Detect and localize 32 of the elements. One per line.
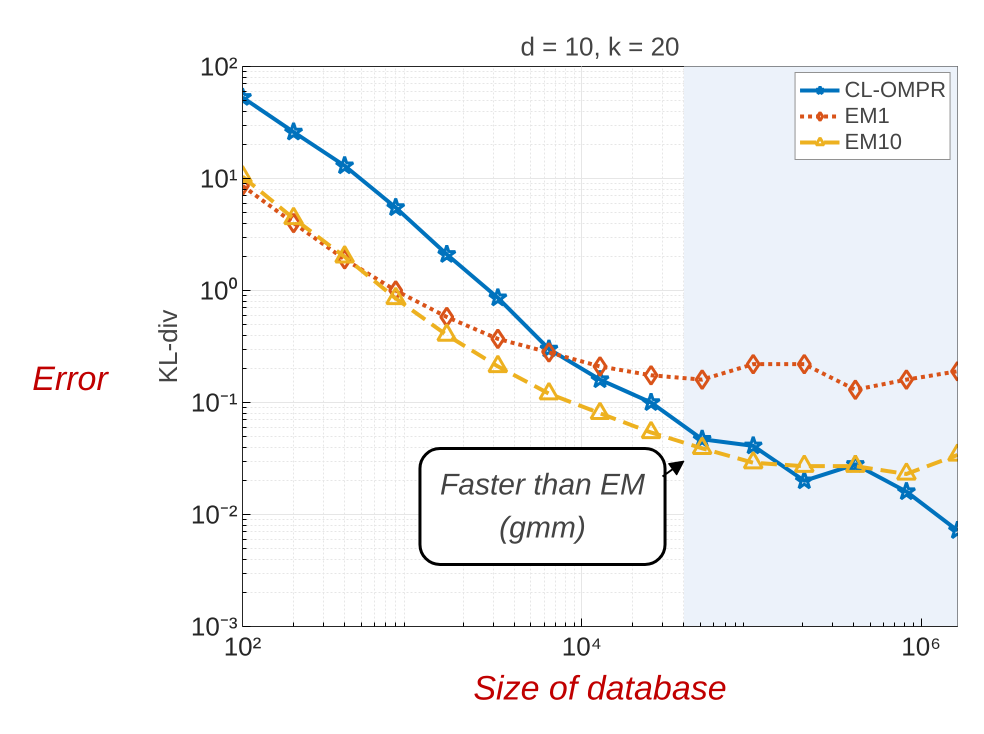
point <box>284 122 304 141</box>
y-tick-label: 10² <box>200 52 238 82</box>
point <box>436 244 457 264</box>
legend-label: EM1 <box>844 103 890 129</box>
text: Error <box>32 359 108 400</box>
point <box>490 328 506 350</box>
point <box>746 354 761 375</box>
point <box>896 481 916 500</box>
legend-label: EM10 <box>844 129 902 155</box>
point <box>488 287 508 307</box>
y-tick-label: 10⁻¹ <box>190 388 238 418</box>
point <box>590 369 610 388</box>
point <box>898 369 914 390</box>
legend-label: CL-OMPR <box>844 77 946 103</box>
x-tick-label: 10⁶ <box>901 632 941 662</box>
point <box>694 369 710 390</box>
point <box>796 354 812 375</box>
y-tick-label: 10¹ <box>200 164 238 194</box>
point <box>644 364 659 386</box>
point <box>386 197 406 216</box>
y-tick-label: 10⁰ <box>200 276 238 306</box>
point <box>334 155 355 175</box>
point <box>541 342 556 363</box>
y-tick-label: 10⁻² <box>190 500 238 530</box>
y-axis-title: KL-div <box>152 310 183 384</box>
x-axis-title: Size of database <box>473 670 727 708</box>
point <box>848 379 863 400</box>
annotation: Faster than EM (gmm) <box>440 468 646 544</box>
chart-title: d = 10, k = 20 <box>520 32 680 62</box>
x-tick-label: 10⁴ <box>562 632 602 662</box>
point <box>743 435 764 455</box>
point <box>641 392 662 412</box>
